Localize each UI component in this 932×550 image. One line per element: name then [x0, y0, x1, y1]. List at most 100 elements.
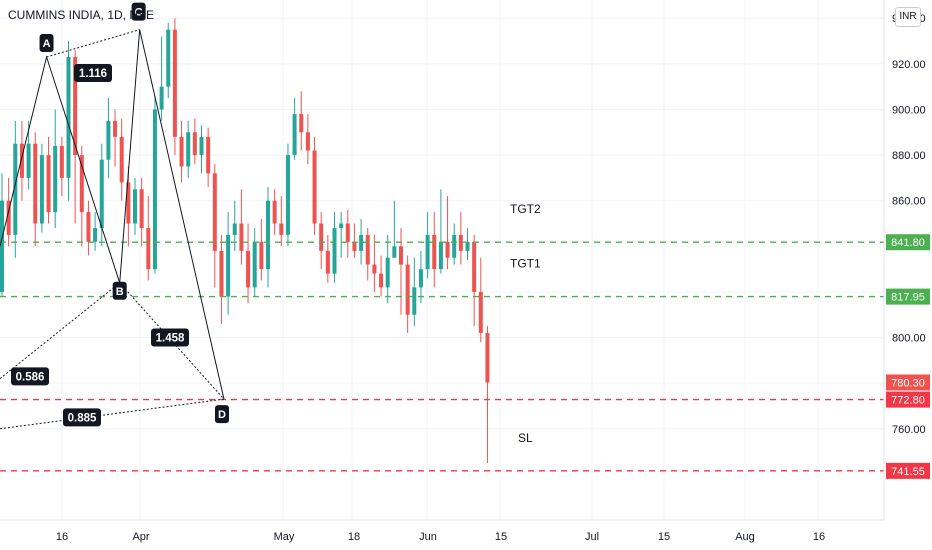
x-tick-label: Aug: [735, 531, 755, 543]
candle-body: [79, 155, 84, 213]
pattern-point-label: B: [116, 286, 124, 298]
candle-body: [392, 246, 397, 258]
price-tag: [886, 462, 930, 479]
level-label: TGT2: [510, 202, 541, 216]
candle-body: [206, 136, 211, 174]
candle-body: [73, 57, 78, 156]
levels: TGT2 TGT1 SL: [0, 202, 884, 472]
candle-body: [226, 234, 231, 297]
pattern-point-label: D: [218, 409, 226, 421]
x-tick-label: 16: [813, 531, 825, 543]
ratio-label: 0.885: [68, 412, 97, 424]
candle-body: [186, 132, 191, 167]
x-tick-label: 18: [348, 531, 360, 543]
pattern-point-badge: [131, 2, 146, 21]
pattern-point-label: C: [135, 7, 143, 19]
candle-body: [192, 132, 197, 156]
ratio-label: 0.586: [16, 371, 45, 383]
currency-button[interactable]: INR: [895, 7, 921, 27]
price-tag: [886, 288, 930, 305]
candle-body: [385, 257, 390, 288]
candle-body: [425, 234, 430, 270]
candle-body: [266, 200, 270, 270]
pattern-point-label: A: [43, 38, 51, 50]
candle-body: [99, 159, 104, 229]
y-tick-label: 760.00: [892, 424, 926, 436]
candle-body: [465, 241, 470, 251]
price-tag: [886, 391, 930, 408]
candle-body: [0, 200, 4, 292]
pattern-point-badge: [215, 405, 229, 424]
candle-body: [458, 234, 463, 251]
candle-body: [19, 143, 24, 178]
candle-body: [106, 120, 111, 160]
candle-body: [399, 246, 403, 265]
candle-body: [93, 228, 98, 242]
candle-body: [272, 200, 277, 224]
pattern-point-badge: [39, 34, 54, 53]
level-label: TGT1: [510, 257, 541, 271]
x-tick-label: Jun: [419, 531, 437, 543]
candle-body: [159, 86, 164, 110]
candle-body: [26, 143, 31, 178]
symbol-title[interactable]: CUMMINS INDIA, 1D, NSE: [8, 8, 155, 22]
candle-body: [452, 234, 457, 258]
candle-body: [13, 143, 18, 235]
candle-body: [6, 200, 11, 235]
candle-body: [199, 136, 204, 156]
x-tick-label: Apr: [132, 531, 149, 543]
candle-body: [332, 228, 337, 274]
harmonic-pattern: A B C D 1.116 0.586 1.458 0.885: [0, 2, 229, 430]
candle-body: [232, 223, 237, 235]
candles: [0, 18, 490, 463]
candle-body: [285, 155, 290, 235]
pattern-ratio-line: [0, 282, 121, 379]
pattern-point-badge: [112, 281, 127, 300]
y-tick-label: 880.00: [892, 150, 926, 162]
price-axis: 760.00780.00800.00860.00880.00900.00920.…: [892, 13, 926, 436]
x-tick-label: May: [274, 531, 295, 543]
candle-body: [113, 120, 118, 137]
candle-body: [359, 234, 364, 251]
candle-body: [166, 29, 171, 87]
x-tick-label: Jul: [585, 531, 599, 543]
candle-body: [445, 241, 450, 258]
x-tick-label: 15: [495, 531, 507, 543]
candle-body: [252, 241, 257, 288]
ratio-badge: [74, 63, 112, 82]
candle-body: [219, 250, 224, 297]
candle-body: [305, 132, 310, 151]
candle-body: [46, 155, 51, 213]
candle-body: [279, 223, 284, 235]
candle-body: [339, 223, 344, 229]
candle-body: [412, 287, 417, 315]
candle-body: [179, 136, 184, 167]
candle-body: [432, 234, 437, 270]
candle-body: [379, 273, 384, 288]
price-tags: 841.80 817.95 772.80 741.55 780.30: [886, 234, 930, 479]
candle-body: [292, 114, 297, 156]
candle-body: [259, 241, 264, 270]
candle-body: [146, 228, 151, 270]
price-tag: [886, 234, 930, 251]
candle-body: [119, 136, 124, 183]
price-tag-text: 741.55: [891, 466, 925, 478]
candle-body: [126, 182, 131, 224]
candle-body: [319, 223, 324, 251]
candle-body: [133, 189, 137, 224]
candle-body: [438, 241, 443, 270]
y-tick-label: 920.00: [892, 59, 926, 71]
candle-body: [86, 212, 91, 242]
ratio-badge: [11, 367, 49, 386]
price-tag-text: 780.30: [891, 377, 925, 389]
candle-body: [325, 250, 330, 274]
ratio-label: 1.458: [156, 333, 185, 345]
price-tag-text: 772.80: [891, 395, 925, 407]
candle-body: [485, 332, 490, 383]
pattern-ratio-line: [46, 29, 140, 58]
pattern-ratio-line: [0, 398, 225, 430]
candle-body: [172, 29, 177, 137]
candle-body: [152, 109, 157, 270]
